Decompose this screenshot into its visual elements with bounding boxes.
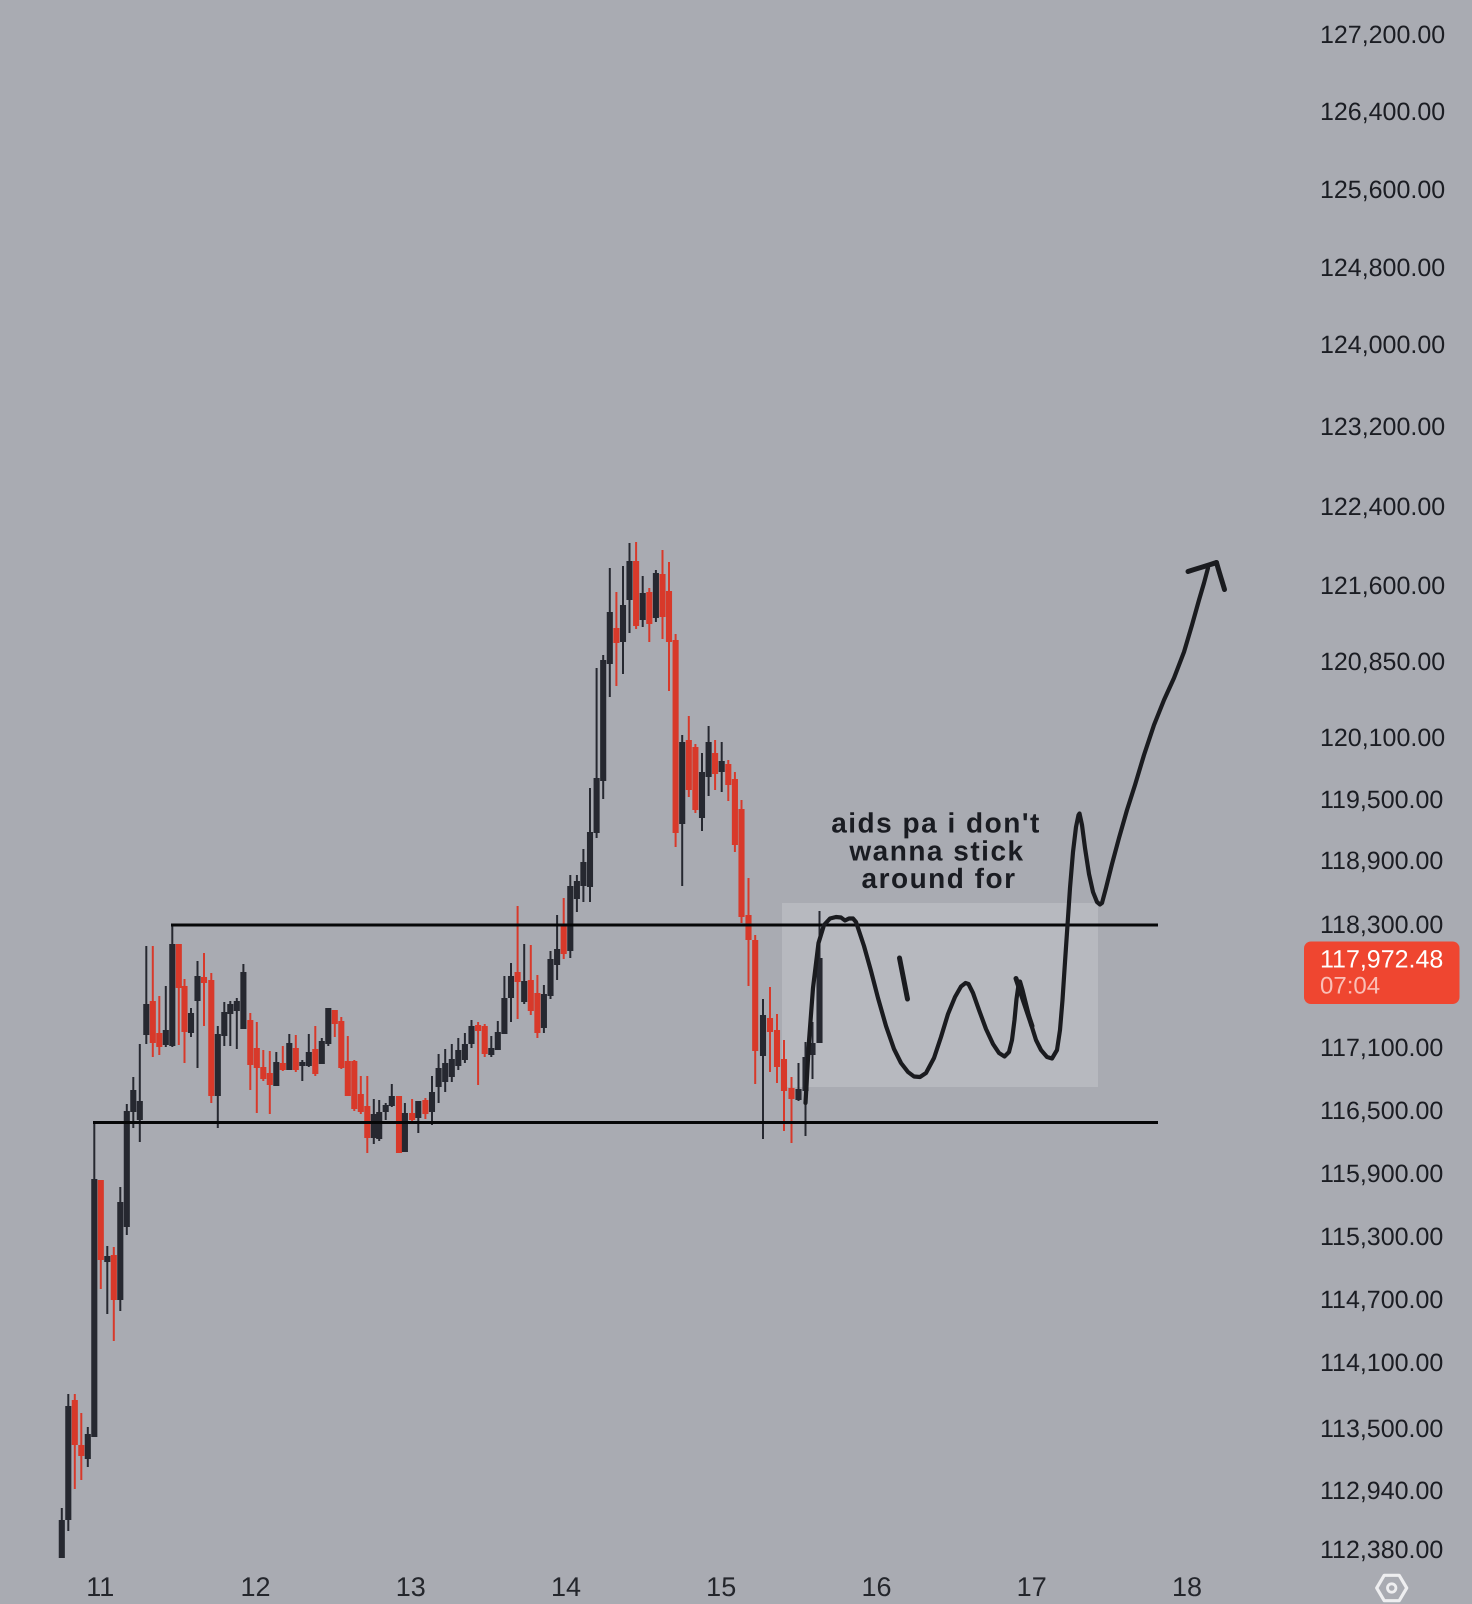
svg-text:112,380.00: 112,380.00 <box>1320 1536 1443 1564</box>
svg-text:07:04: 07:04 <box>1320 973 1380 1000</box>
svg-text:115,900.00: 115,900.00 <box>1320 1160 1443 1188</box>
svg-text:wanna stick: wanna stick <box>848 836 1024 867</box>
svg-text:117,100.00: 117,100.00 <box>1320 1034 1443 1062</box>
svg-text:18: 18 <box>1172 1572 1202 1602</box>
svg-text:125,600.00: 125,600.00 <box>1320 176 1445 204</box>
svg-text:114,700.00: 114,700.00 <box>1320 1286 1443 1314</box>
svg-text:115,300.00: 115,300.00 <box>1320 1223 1443 1251</box>
svg-text:123,200.00: 123,200.00 <box>1320 413 1445 441</box>
svg-text:16: 16 <box>861 1572 891 1602</box>
svg-text:15: 15 <box>706 1572 736 1602</box>
svg-text:12: 12 <box>240 1572 270 1602</box>
svg-text:120,100.00: 120,100.00 <box>1320 724 1445 752</box>
svg-text:17: 17 <box>1017 1572 1047 1602</box>
svg-text:119,500.00: 119,500.00 <box>1320 786 1443 814</box>
svg-text:aids pa i don't: aids pa i don't <box>831 808 1041 839</box>
svg-text:114,100.00: 114,100.00 <box>1320 1349 1443 1377</box>
svg-text:121,600.00: 121,600.00 <box>1320 572 1445 600</box>
svg-text:127,200.00: 127,200.00 <box>1320 21 1445 49</box>
svg-text:124,800.00: 124,800.00 <box>1320 254 1445 282</box>
svg-text:around for: around for <box>862 863 1017 894</box>
svg-text:112,940.00: 112,940.00 <box>1320 1477 1443 1505</box>
svg-text:113,500.00: 113,500.00 <box>1320 1415 1443 1443</box>
svg-text:117,972.48: 117,972.48 <box>1320 946 1443 974</box>
svg-text:122,400.00: 122,400.00 <box>1320 493 1445 521</box>
svg-text:124,000.00: 124,000.00 <box>1320 331 1445 359</box>
svg-text:118,300.00: 118,300.00 <box>1320 911 1443 939</box>
svg-text:14: 14 <box>551 1572 581 1602</box>
svg-text:126,400.00: 126,400.00 <box>1320 98 1445 126</box>
svg-text:120,850.00: 120,850.00 <box>1320 648 1445 676</box>
svg-text:11: 11 <box>86 1572 114 1602</box>
svg-text:116,500.00: 116,500.00 <box>1320 1097 1443 1125</box>
svg-text:118,900.00: 118,900.00 <box>1320 847 1443 875</box>
svg-text:13: 13 <box>396 1572 426 1602</box>
